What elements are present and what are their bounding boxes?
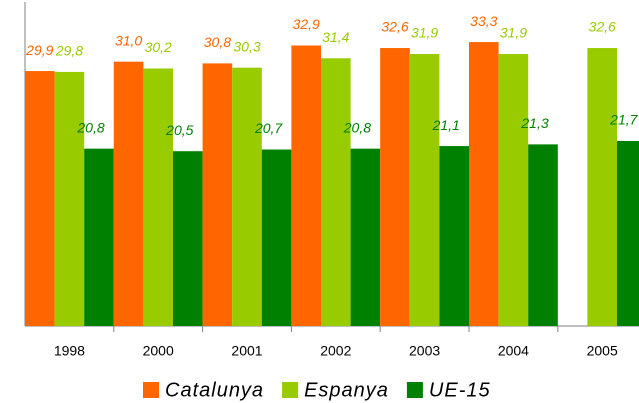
data-label: 29,8 (55, 43, 83, 59)
bar (54, 71, 85, 326)
legend-swatch (282, 382, 299, 398)
bar (439, 146, 469, 326)
data-label: 31,9 (411, 25, 438, 41)
data-label: 21,7 (609, 112, 638, 128)
legend-swatch (406, 382, 423, 398)
bar (232, 67, 262, 326)
data-label: 30,3 (233, 38, 260, 54)
x-tick-label: 2001 (231, 343, 262, 359)
data-label: 21,3 (520, 115, 548, 131)
bar (469, 42, 499, 327)
bar (528, 144, 558, 326)
bar (587, 48, 617, 326)
data-label: 32,6 (381, 19, 408, 35)
x-tick-label: 1998 (54, 343, 85, 359)
bar (350, 148, 381, 326)
data-label: 20,8 (343, 119, 371, 135)
data-label: 20,7 (254, 120, 283, 136)
legend-label: UE-15 (429, 379, 491, 401)
bar (409, 54, 440, 326)
bar (498, 54, 529, 326)
data-label: 29,9 (25, 42, 53, 58)
x-tick-label: 2000 (143, 343, 174, 359)
x-tick-label: 2003 (409, 343, 440, 359)
data-label: 31,4 (322, 29, 349, 45)
bar (113, 61, 144, 327)
legend-label: Catalunya (165, 379, 264, 401)
bar (321, 58, 351, 327)
data-label: 31,9 (500, 25, 527, 41)
bar (617, 140, 639, 326)
data-label: 20,8 (76, 119, 104, 135)
bar (84, 148, 114, 326)
bar (261, 149, 292, 326)
bar (173, 151, 203, 326)
x-tick-label: 2004 (498, 343, 529, 359)
data-label: 32,6 (589, 19, 616, 35)
data-label: 30,8 (204, 34, 231, 50)
bar (25, 71, 55, 326)
bar (291, 45, 321, 326)
legend-label: Espanya (304, 379, 389, 401)
bar (143, 68, 173, 327)
data-label: 32,9 (293, 16, 320, 32)
x-tick-label: 2005 (587, 343, 618, 359)
data-label: 33,3 (470, 13, 497, 29)
data-label: 20,5 (165, 122, 193, 138)
x-tick-label: 2002 (320, 343, 351, 359)
data-label: 31,0 (115, 32, 142, 48)
legend-swatch (143, 382, 159, 398)
data-label: 21,1 (432, 117, 460, 133)
data-label: 30,2 (145, 39, 172, 55)
bar (380, 48, 410, 326)
bar (202, 63, 233, 327)
